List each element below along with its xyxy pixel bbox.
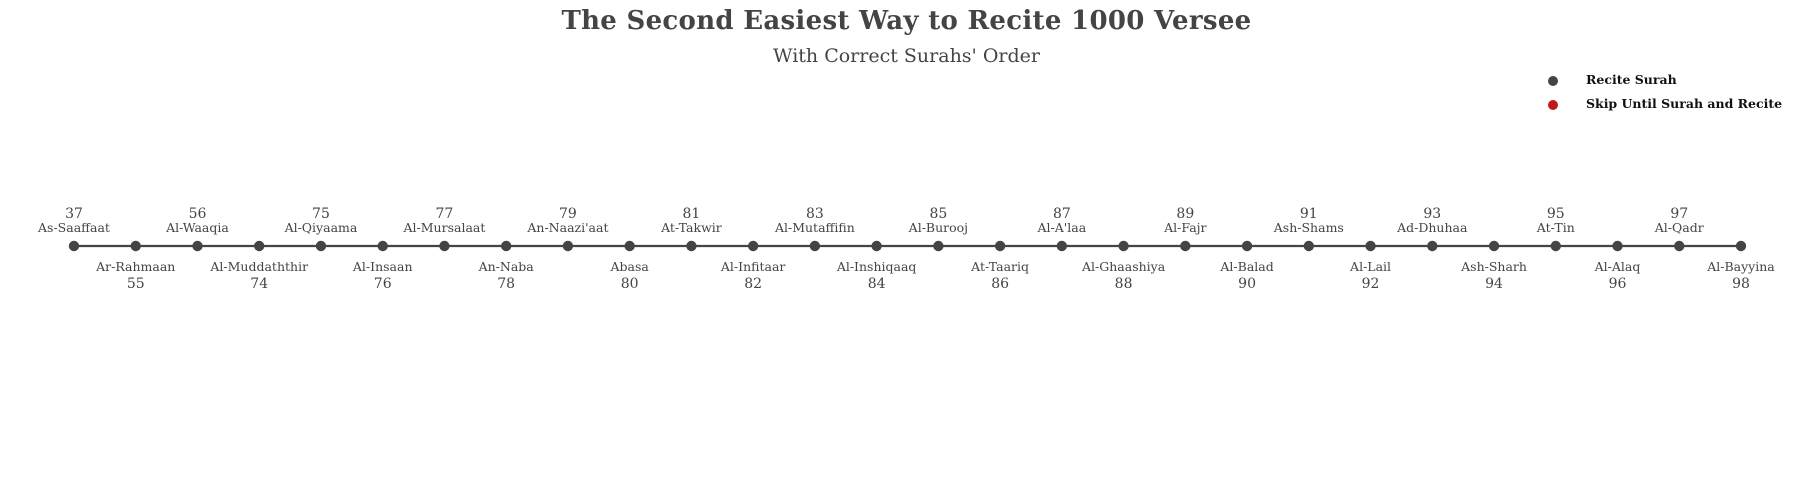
surah-name-label: Al-Burooj [908, 220, 968, 235]
surah-name-label: Ash-Sharh [1460, 259, 1527, 274]
surah-name-label: Al-A'laa [1037, 220, 1087, 235]
surah-name-label: As-Saaffaat [37, 220, 110, 235]
legend-label-recite: Recite Surah [1586, 72, 1677, 87]
timeline-marker-37 [68, 240, 80, 252]
surah-number-label: 92 [1362, 276, 1380, 292]
timeline-marker-88 [1118, 240, 1129, 252]
surah-name-label: Al-Qiyaama [284, 220, 358, 235]
timeline-marker-75 [315, 240, 327, 252]
surah-number-label: 91 [1300, 206, 1318, 222]
surah-number-label: 83 [806, 206, 824, 222]
surah-name-label: Al-Alaq [1594, 259, 1641, 274]
chart-subtitle: With Correct Surahs' Order [773, 45, 1040, 67]
timeline-marker-90 [1241, 240, 1253, 252]
timeline-marker-85 [933, 240, 944, 252]
timeline-marker-93 [1427, 240, 1438, 252]
timeline-marker-91 [1303, 240, 1315, 252]
legend-marker-recite [1548, 76, 1558, 86]
timeline-marker-83 [809, 240, 821, 252]
timeline-marker-98 [1735, 240, 1747, 252]
surah-number-label: 95 [1547, 206, 1565, 222]
surah-name-label: Al-Infitaar [720, 259, 786, 274]
timeline-marker-96 [1612, 240, 1623, 252]
surah-name-label: Ad-Dhuhaa [1396, 220, 1468, 235]
surah-number-label: 76 [374, 276, 392, 292]
surah-name-label: Al-Qadr [1654, 220, 1704, 235]
surah-number-label: 75 [312, 206, 330, 222]
legend-marker-skip [1548, 100, 1558, 110]
timeline-marker-82 [747, 240, 759, 252]
surah-number-label: 82 [744, 276, 762, 292]
surah-name-label: Al-Fajr [1163, 220, 1206, 235]
surah-number-label: 87 [1053, 206, 1071, 222]
surah-name-label: An-Naba [478, 259, 535, 274]
timeline-marker-55 [130, 240, 141, 252]
surah-name-label: Al-Muddaththir [209, 259, 308, 274]
surah-number-label: 90 [1238, 276, 1256, 292]
surah-name-label: Al-Waaqia [165, 220, 229, 235]
surah-name-label: At-Takwir [660, 220, 722, 235]
timeline-marker-86 [994, 240, 1006, 252]
timeline-marker-95 [1550, 240, 1561, 252]
surah-number-label: 88 [1115, 276, 1133, 292]
surah-name-label: At-Taariq [970, 259, 1029, 274]
surah-number-label: 89 [1176, 206, 1194, 222]
legend-label-skip: Skip Until Surah and Recite [1586, 96, 1783, 111]
surah-number-label: 85 [929, 206, 947, 222]
surah-number-label: 56 [189, 206, 207, 222]
timeline-marker-89 [1180, 240, 1191, 252]
surah-number-label: 37 [65, 206, 83, 222]
timeline-marker-97 [1674, 240, 1685, 252]
timeline-marker-74 [254, 240, 265, 252]
surah-name-label: Abasa [609, 259, 649, 274]
surah-number-label: 93 [1423, 206, 1441, 222]
surah-name-label: Al-Lail [1349, 259, 1391, 274]
timeline-marker-77 [439, 240, 450, 252]
surah-number-label: 78 [497, 276, 515, 292]
timeline-marker-80 [624, 240, 635, 252]
surah-number-label: 74 [250, 276, 268, 292]
surah-number-label: 81 [682, 206, 700, 222]
timeline-marker-81 [686, 240, 697, 252]
surah-name-label: Al-Bayyina [1706, 259, 1775, 274]
surah-number-label: 86 [991, 276, 1009, 292]
surah-number-label: 96 [1609, 276, 1627, 292]
surah-name-label: Al-Inshiqaaq [836, 259, 917, 274]
chart-title: The Second Easiest Way to Recite 1000 Ve… [561, 6, 1252, 36]
surah-name-label: Al-Balad [1219, 259, 1273, 274]
surah-number-label: 79 [559, 206, 577, 222]
surah-name-label: Ash-Shams [1273, 220, 1344, 235]
surah-name-label: Ar-Rahmaan [95, 259, 175, 274]
surah-number-label: 97 [1670, 206, 1688, 222]
surah-name-label: Al-Ghaashiya [1081, 259, 1166, 274]
timeline-marker-78 [500, 240, 512, 252]
surah-name-label: At-Tin [1536, 220, 1575, 235]
timeline-marker-92 [1365, 240, 1376, 252]
timeline-marker-84 [871, 240, 882, 252]
surah-number-label: 77 [436, 206, 454, 222]
timeline-marker-76 [377, 240, 388, 252]
surah-number-label: 55 [127, 276, 145, 292]
surah-number-label: 98 [1732, 276, 1750, 292]
timeline-marker-87 [1056, 240, 1068, 252]
timeline-marker-94 [1488, 240, 1500, 252]
surah-number-label: 80 [621, 276, 639, 292]
surah-name-label: An-Naazi'aat [526, 220, 608, 235]
timeline-marker-56 [192, 240, 203, 252]
surah-number-label: 94 [1485, 276, 1503, 292]
surah-number-label: 84 [868, 276, 886, 292]
surah-name-label: Al-Insaan [352, 259, 413, 274]
surah-name-label: Al-Mutaffifin [774, 220, 855, 235]
surah-name-label: Al-Mursalaat [403, 220, 486, 235]
timeline-marker-79 [562, 240, 574, 252]
